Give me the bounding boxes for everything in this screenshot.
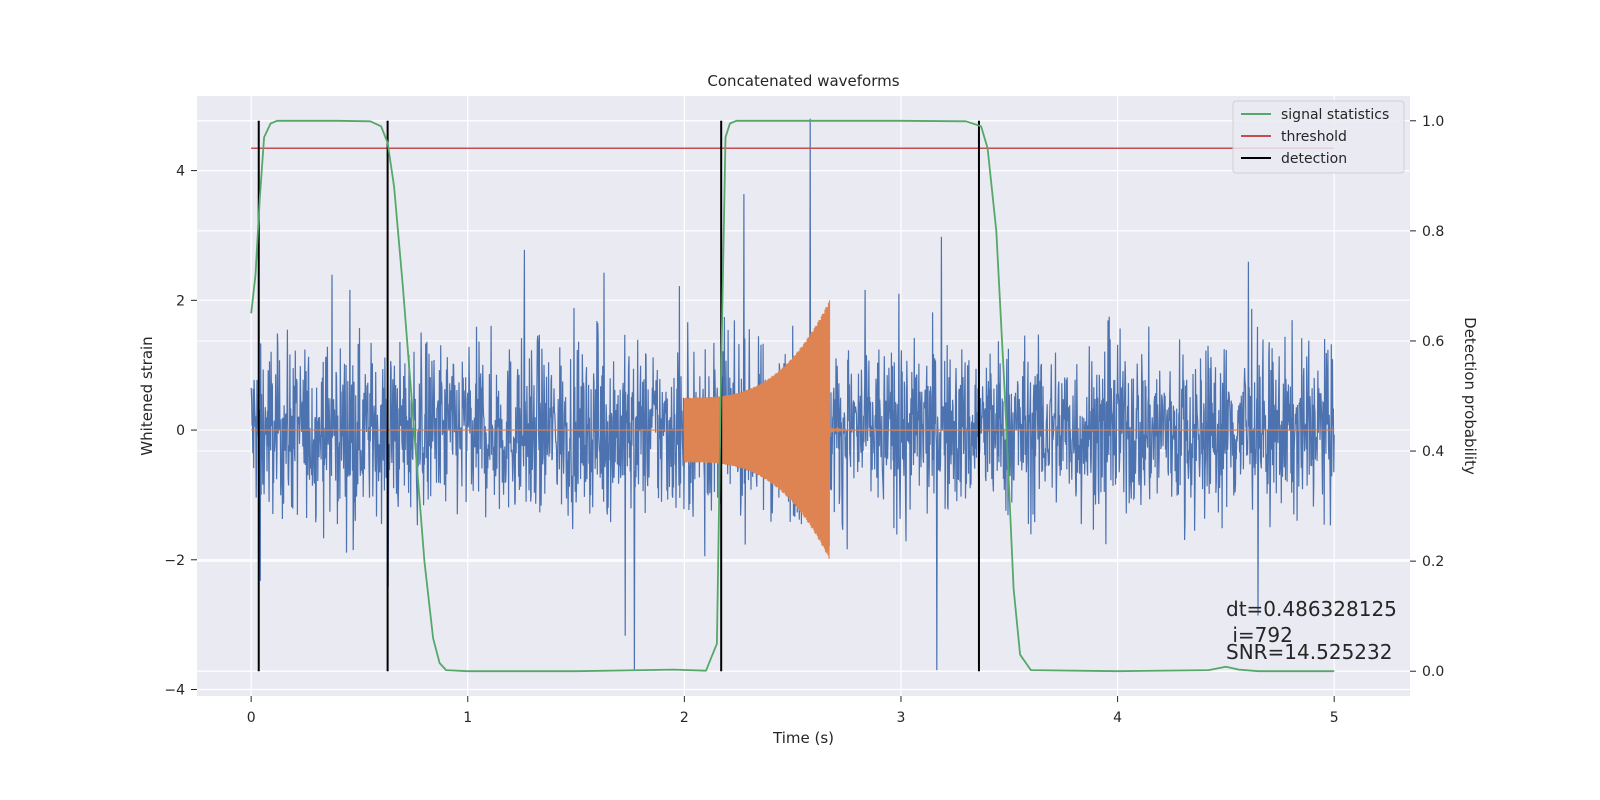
series-layer (250, 118, 1335, 673)
x-tick-label: 5 (1330, 710, 1339, 726)
annotation-snr: SNR=14.525232 (1226, 640, 1392, 664)
y-axis-label-left: Whitened strain (138, 336, 156, 455)
x-tick-label: 4 (1113, 710, 1122, 726)
y-right-tick-label: 0.2 (1422, 554, 1444, 570)
y-left-tick-label: −4 (164, 683, 185, 699)
signal-series-line (251, 300, 1335, 559)
x-tick-label: 0 (247, 710, 256, 726)
axes: 0 1 2 3 4 5 −4 −2 0 2 4 0.0 0.2 0.4 0.6 0.8 1.0 (164, 114, 1444, 726)
annotation-i: i=792 (1226, 623, 1293, 647)
legend-entry-threshold: threshold (1281, 129, 1347, 145)
y-left-tick-label: 4 (176, 164, 185, 180)
y-right-tick-label: 0.0 (1422, 664, 1444, 680)
x-axis-label: Time (s) (772, 729, 834, 747)
x-tick-label: 2 (680, 710, 689, 726)
y-right-tick-label: 0.8 (1422, 224, 1444, 240)
y-right-tick-label: 0.6 (1422, 334, 1444, 350)
y-right-tick-label: 0.4 (1422, 444, 1444, 460)
legend: signal statistics threshold detection (1232, 100, 1405, 174)
statistics-series-line (250, 119, 1335, 673)
legend-entry-statistics: signal statistics (1281, 107, 1389, 123)
y-left-tick-label: 2 (176, 293, 185, 309)
y-right-tick-label: 1.0 (1422, 114, 1444, 130)
legend-entry-detection: detection (1281, 151, 1347, 167)
chart-title: Concatenated waveforms (707, 72, 899, 90)
y-left-tick-label: −2 (164, 553, 185, 569)
strain-series-line (250, 118, 1335, 671)
y-axis-label-right: Detection probability (1461, 317, 1479, 475)
annotation-dt: dt=0.486328125 (1226, 597, 1397, 621)
x-tick-label: 1 (463, 710, 472, 726)
y-left-tick-label: 0 (176, 423, 185, 439)
legend-box (1232, 100, 1405, 174)
x-tick-label: 3 (897, 710, 906, 726)
